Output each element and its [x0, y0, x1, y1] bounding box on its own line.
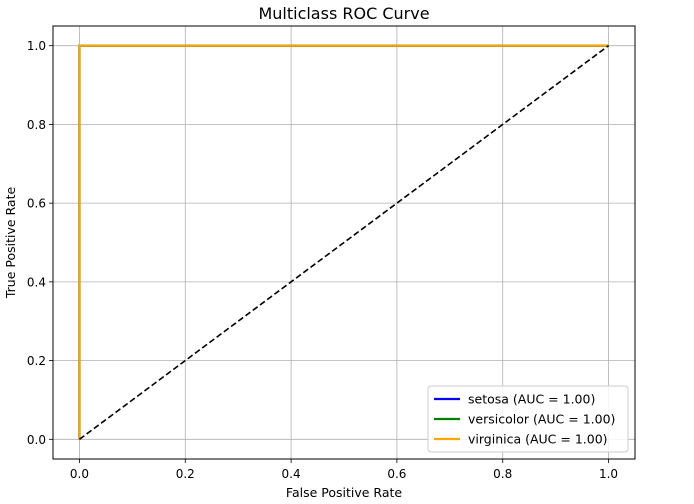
- legend-box: [427, 385, 629, 453]
- x-axis-label: False Positive Rate: [286, 485, 402, 500]
- x-tick-label: 0.6: [387, 467, 406, 481]
- y-tick-label: 0.4: [27, 275, 46, 289]
- x-tick-label: 1.0: [599, 467, 618, 481]
- x-tick-label: 0.8: [493, 467, 512, 481]
- plot-area: [78, 44, 610, 440]
- x-tick-label: 0.2: [176, 467, 195, 481]
- chance-diagonal-line: [78, 45, 610, 440]
- x-axis-ticks: 0.0 0.2 0.4 0.6 0.8 1.0: [70, 459, 618, 481]
- y-tick-label: 0.0: [27, 433, 46, 447]
- roc-line-3: [78, 44, 609, 440]
- legend-label: setosa (AUC = 1.00): [468, 392, 595, 407]
- y-tick-label: 1.0: [27, 39, 46, 53]
- x-tick-label: 0.4: [282, 467, 301, 481]
- chart-title: Multiclass ROC Curve: [258, 4, 429, 23]
- legend: setosa (AUC = 1.00) versicolor (AUC = 1.0…: [427, 385, 629, 453]
- y-tick-label: 0.6: [27, 197, 46, 211]
- y-axis-label: True Positive Rate: [3, 187, 18, 300]
- legend-label: versicolor (AUC = 1.00): [468, 412, 615, 427]
- y-tick-label: 0.2: [27, 354, 46, 368]
- plot-frame: [52, 25, 636, 460]
- legend-label: virginica (AUC = 1.00): [468, 432, 608, 447]
- y-tick-label: 0.8: [27, 118, 46, 132]
- x-tick-label: 0.0: [70, 467, 89, 481]
- y-axis-ticks: 0.0 0.2 0.4 0.6 0.8 1.0: [27, 39, 53, 447]
